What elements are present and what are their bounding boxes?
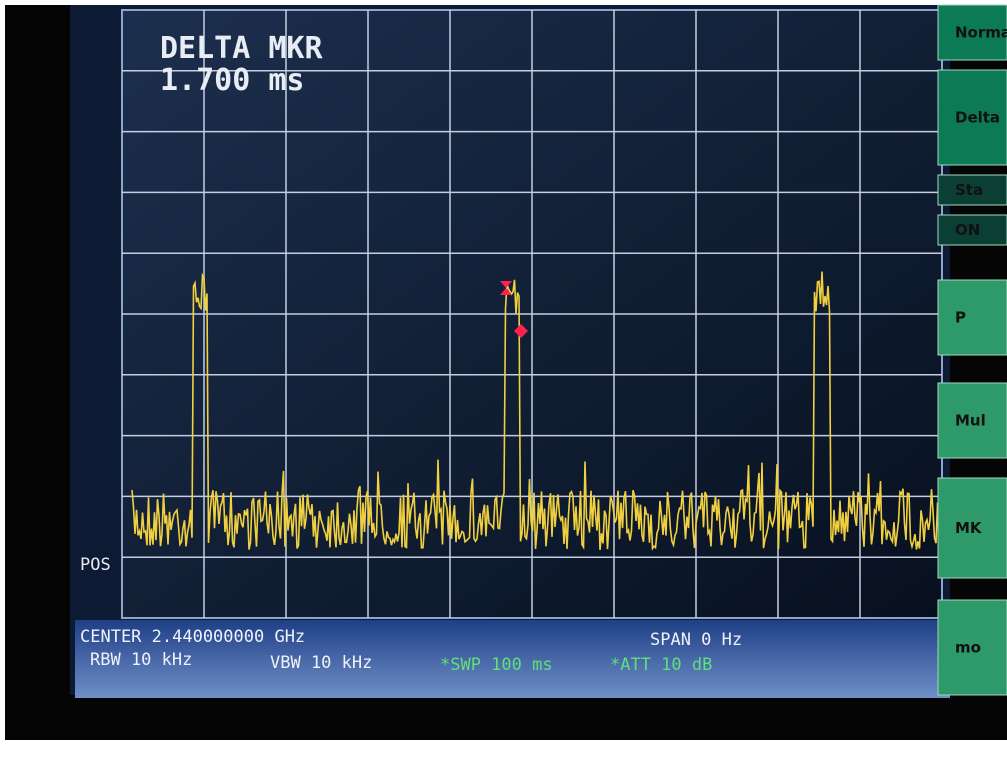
- softkey[interactable]: [937, 214, 1007, 246]
- softkey[interactable]: [937, 4, 1007, 61]
- softkey-label: Sta: [955, 181, 983, 199]
- marker-delta: [514, 324, 528, 338]
- softkey-label: mo: [955, 639, 981, 657]
- softkey[interactable]: [937, 174, 1007, 206]
- vbw: VBW 10 kHz: [270, 653, 372, 673]
- span: SPAN 0 Hz: [650, 630, 742, 650]
- softkey[interactable]: [937, 69, 1007, 166]
- graticule: [122, 10, 942, 618]
- marker-reference: [500, 281, 512, 295]
- softkey-label: P: [955, 309, 966, 327]
- softkey-label: Mul: [955, 412, 986, 430]
- trace: [131, 271, 940, 551]
- attenuation: *ATT 10 dB: [610, 655, 712, 675]
- detector: POS: [80, 555, 111, 575]
- softkey[interactable]: [937, 279, 1007, 356]
- marker-value: 1.700 ms: [160, 63, 305, 98]
- center-frequency: CENTER 2.440000000 GHz: [80, 627, 305, 647]
- status-panel: [75, 620, 950, 698]
- softkey[interactable]: [937, 382, 1007, 459]
- softkey[interactable]: [937, 477, 1007, 579]
- softkey[interactable]: [937, 599, 1007, 696]
- marker-label: DELTA MKR: [160, 31, 323, 66]
- softkey-label: Delta: [955, 109, 1000, 127]
- softkey-label: MK: [955, 519, 983, 537]
- softkey-label: Norma: [955, 24, 1007, 42]
- softkey-label: ON: [955, 221, 980, 239]
- rbw: RBW 10 kHz: [90, 650, 192, 670]
- softkey-column: Norma Delta Sta ON P Mul MK mo: [937, 4, 1007, 696]
- sweep-time: *SWP 100 ms: [440, 655, 553, 675]
